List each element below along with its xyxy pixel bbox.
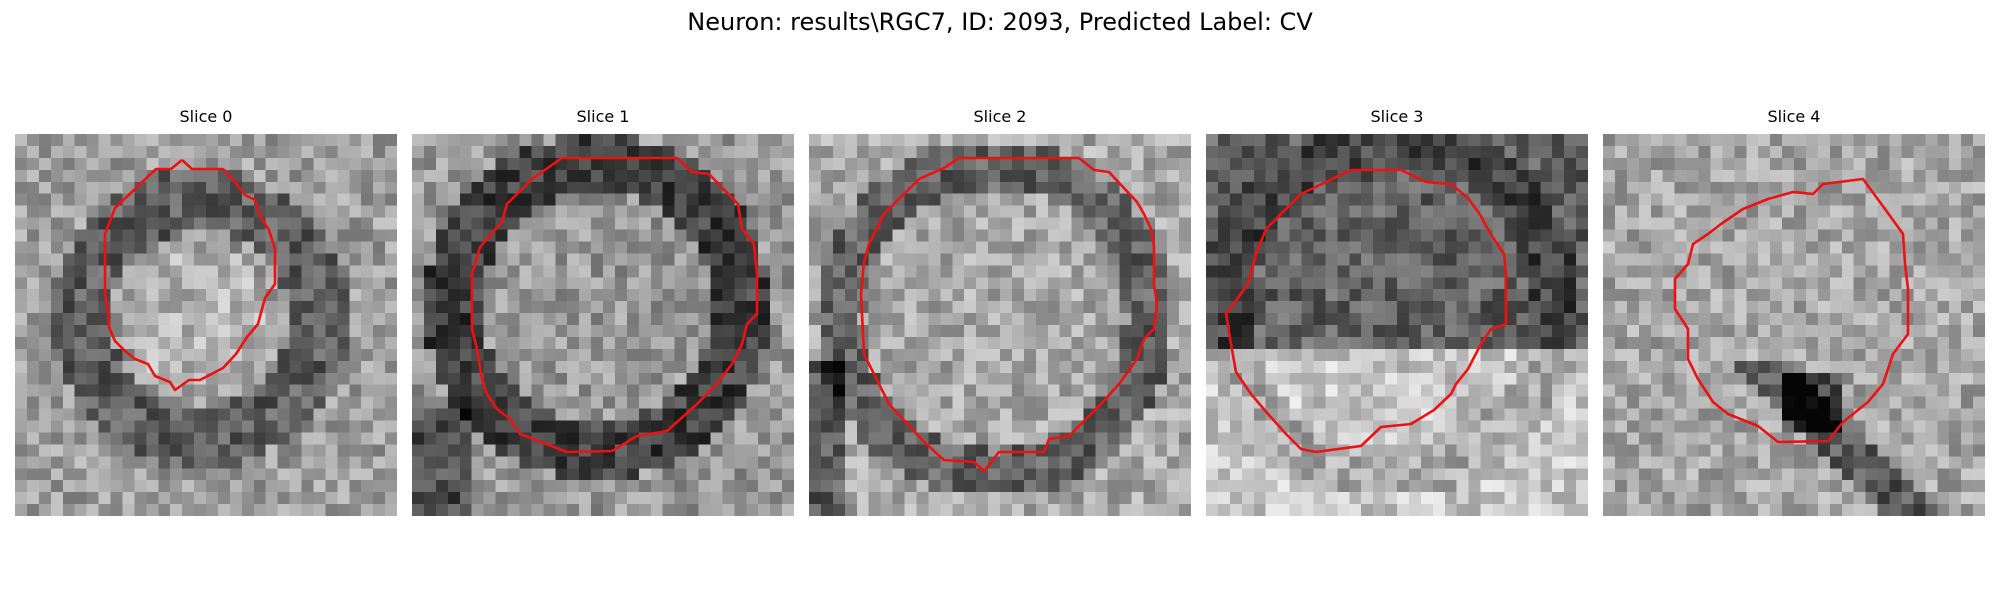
slice-title-4: Slice 4 (1767, 107, 1821, 126)
slice-panel-1: Slice 1 (412, 107, 794, 516)
slice-image-0 (15, 134, 397, 516)
segmentation-contour-4 (1673, 177, 1910, 444)
slice-image-3 (1206, 134, 1588, 516)
slice-panel-3: Slice 3 (1206, 107, 1588, 516)
slice-image-4 (1603, 134, 1985, 516)
slice-panel-0: Slice 0 (15, 107, 397, 516)
contour-line-1 (470, 156, 759, 454)
slice-title-1: Slice 1 (576, 107, 630, 126)
segmentation-contour-0 (103, 158, 277, 392)
contour-line-4 (1673, 177, 1910, 444)
slice-title-0: Slice 0 (179, 107, 233, 126)
segmentation-contour-3 (1224, 168, 1508, 454)
slice-panel-2: Slice 2 (809, 107, 1191, 516)
slice-title-2: Slice 2 (973, 107, 1027, 126)
slice-panel-4: Slice 4 (1603, 107, 1985, 516)
segmentation-contour-2 (859, 156, 1159, 473)
contour-line-3 (1224, 168, 1508, 454)
figure-title: Neuron: results\RGC7, ID: 2093, Predicte… (687, 8, 1313, 36)
contour-line-0 (103, 158, 277, 392)
segmentation-contour-1 (470, 156, 759, 454)
slice-title-3: Slice 3 (1370, 107, 1424, 126)
contour-line-2 (859, 156, 1159, 473)
